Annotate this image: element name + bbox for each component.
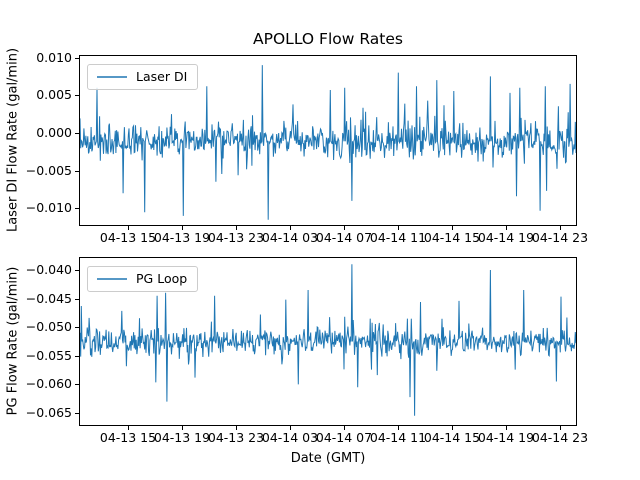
y-tick-mark: [75, 327, 79, 328]
x-tick-label: 04-14 15: [423, 230, 481, 245]
y-tick-mark: [75, 270, 79, 271]
y-tick-mark: [75, 95, 79, 96]
x-tick-mark: [398, 226, 399, 230]
y-tick-label: 0.005: [36, 87, 72, 102]
legend-laser-di: Laser DI: [87, 64, 199, 90]
x-tick-mark: [182, 226, 183, 230]
x-tick-label: 04-13 19: [153, 230, 211, 245]
x-tick-label: 04-14 23: [531, 230, 589, 245]
x-tick-label: 04-13 23: [207, 230, 265, 245]
y-tick-label: −0.050: [25, 319, 72, 334]
y-tick-label: −0.065: [25, 405, 72, 420]
y-tick-mark: [75, 208, 79, 209]
x-tick-mark: [290, 226, 291, 230]
x-axis-label: Date (GMT): [290, 451, 366, 466]
x-tick-mark: [506, 226, 507, 230]
y-tick-label: 0.000: [36, 125, 72, 140]
x-tick-mark: [290, 426, 291, 430]
x-tick-mark: [128, 226, 129, 230]
pg-loop-series-line: [80, 264, 576, 416]
x-tick-mark: [236, 426, 237, 430]
x-tick-label: 04-14 03: [261, 430, 319, 445]
axes-pg-loop: PG Loop: [79, 257, 577, 426]
x-tick-mark: [344, 226, 345, 230]
x-tick-mark: [128, 426, 129, 430]
x-tick-mark: [398, 426, 399, 430]
x-tick-label: 04-14 03: [261, 230, 319, 245]
x-tick-label: 04-13 15: [99, 430, 157, 445]
x-tick-mark: [560, 226, 561, 230]
laser-di-path: [80, 65, 576, 220]
laser-di-series-line: [80, 65, 576, 220]
x-tick-mark: [344, 426, 345, 430]
x-tick-label: 04-14 11: [369, 430, 427, 445]
x-tick-label: 04-14 23: [531, 430, 589, 445]
y-tick-label: −0.045: [25, 291, 72, 306]
legend-line-icon: [97, 277, 127, 280]
y-tick-label: −0.055: [25, 348, 72, 363]
x-tick-label: 04-13 19: [153, 430, 211, 445]
legend-label: Laser DI: [136, 69, 188, 84]
y-tick-mark: [75, 58, 79, 59]
x-tick-label: 04-14 07: [315, 230, 373, 245]
y-axis-label-pg: PG Flow Rate (gal/min): [5, 266, 21, 416]
x-tick-label: 04-14 19: [477, 230, 535, 245]
legend-label: PG Loop: [136, 271, 188, 286]
x-tick-label: 04-14 15: [423, 430, 481, 445]
y-tick-label: −0.040: [25, 262, 72, 277]
x-tick-label: 04-14 07: [315, 430, 373, 445]
x-tick-mark: [452, 426, 453, 430]
y-tick-mark: [75, 299, 79, 300]
x-tick-label: 04-13 15: [99, 230, 157, 245]
y-tick-label: −0.060: [25, 376, 72, 391]
pg-loop-path: [80, 264, 576, 416]
x-tick-label: 04-14 11: [369, 230, 427, 245]
axes-laser-di: Laser DI: [79, 55, 577, 226]
y-tick-label: −0.005: [25, 163, 72, 178]
x-tick-label: 04-14 19: [477, 430, 535, 445]
y-tick-mark: [75, 384, 79, 385]
y-tick-label: −0.010: [25, 200, 72, 215]
y-tick-mark: [75, 356, 79, 357]
y-tick-mark: [75, 413, 79, 414]
x-tick-mark: [236, 226, 237, 230]
x-tick-mark: [560, 426, 561, 430]
y-tick-mark: [75, 133, 79, 134]
x-tick-mark: [452, 226, 453, 230]
x-tick-mark: [506, 426, 507, 430]
x-tick-label: 04-13 23: [207, 430, 265, 445]
plot-title: APOLLO Flow Rates: [253, 30, 403, 48]
y-tick-mark: [75, 171, 79, 172]
x-tick-mark: [182, 426, 183, 430]
y-tick-label: 0.010: [36, 50, 72, 65]
legend-line-icon: [97, 75, 127, 78]
legend-pg-loop: PG Loop: [87, 266, 199, 292]
